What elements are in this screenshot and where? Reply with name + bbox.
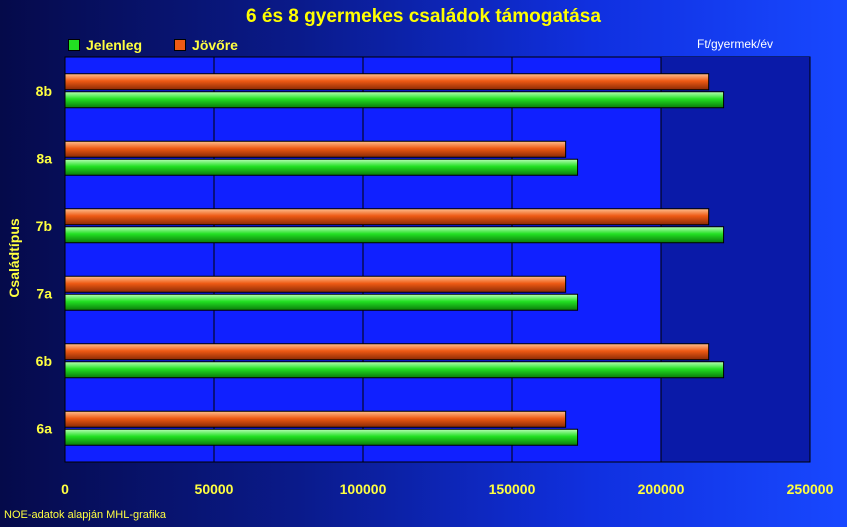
legend-item-jelenleg: Jelenleg [68,37,142,53]
bar-jelenleg-7b [64,226,725,244]
bar-j-v-re-6a [64,410,567,428]
y-tick-label: 7a [36,285,52,301]
x-tick-label: 150000 [489,481,536,497]
chart-title: 6 és 8 gyermekes családok támogatása [246,6,601,27]
bar-j-v-re-8b [64,73,710,91]
x-tick-label: 0 [61,481,69,497]
y-tick-label: 8a [36,150,52,166]
bar-jelenleg-6a [64,428,579,446]
bar-j-v-re-7b [64,208,710,226]
y-tick-label: 7b [36,218,52,234]
x-tick-label: 250000 [787,481,834,497]
bar-j-v-re-6b [64,343,710,361]
unit-label: Ft/gyermek/év [697,37,774,51]
bar-j-v-re-8a [64,140,567,158]
source-note: NOE-adatok alapján MHL-grafika [4,509,167,521]
y-tick-label: 8b [36,83,52,99]
bar-jelenleg-8a [64,158,579,176]
plot-shade [661,57,810,462]
legend-swatch-jelenleg [68,39,80,51]
bar-jelenleg-8b [64,91,725,109]
y-tick-label: 6a [36,420,52,436]
y-tick-label: 6b [36,353,52,369]
legend-item-jovore: Jövőre [174,37,238,53]
x-tick-label: 100000 [340,481,387,497]
legend-swatch-jovore [174,39,187,51]
x-tick-label: 200000 [638,481,685,497]
x-tick-label: 50000 [195,481,234,497]
bar-jelenleg-6b [64,361,725,379]
legend-label-jelenleg: Jelenleg [86,37,143,53]
bar-jelenleg-7a [64,293,579,311]
legend: Jelenleg Jövőre [68,37,238,53]
bar-j-v-re-7a [64,275,567,293]
legend-label-jovore: Jövőre [192,37,238,53]
